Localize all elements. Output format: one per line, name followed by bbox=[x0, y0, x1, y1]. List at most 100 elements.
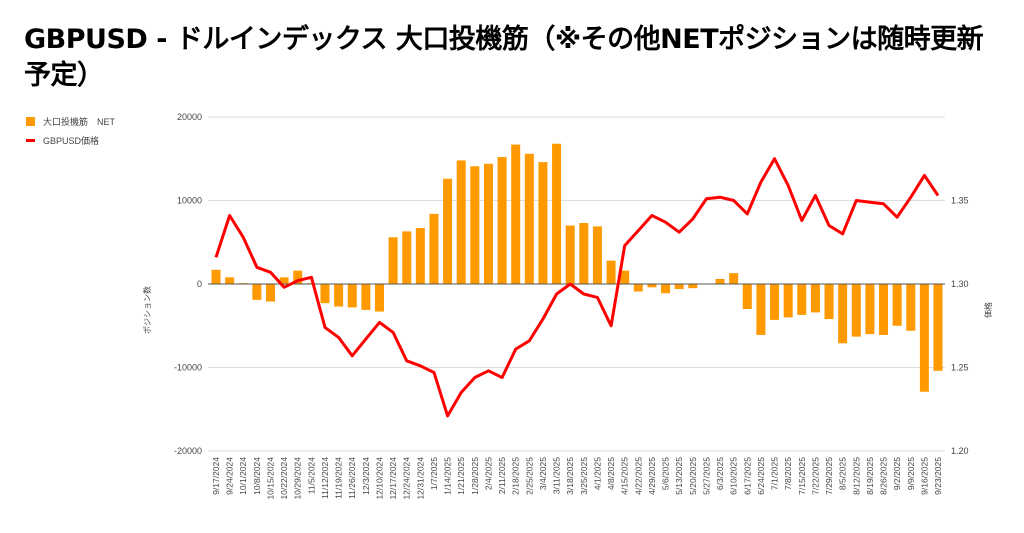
chart-title: GBPUSD - ドルインデックス 大口投機筋（※その他NETポジションは随時更… bbox=[24, 24, 984, 91]
bar-12/31/2024 bbox=[415, 228, 425, 284]
bar-5/20/2025 bbox=[688, 284, 698, 289]
bar-4/1/2025 bbox=[592, 226, 602, 284]
bar-11/19/2024 bbox=[334, 284, 344, 307]
x-tick-label: 11/26/2024 bbox=[347, 457, 357, 499]
x-tick-label: 11/12/2024 bbox=[320, 457, 330, 499]
bar-10/8/2024 bbox=[252, 284, 262, 300]
bar-2/11/2025 bbox=[497, 157, 507, 284]
line-swatch-icon bbox=[26, 139, 35, 142]
x-tick-label: 12/17/2024 bbox=[388, 457, 398, 500]
x-tick-label: 8/12/2025 bbox=[851, 457, 861, 495]
x-tick-label: 10/1/2024 bbox=[238, 457, 248, 495]
x-tick-label: 1/28/2025 bbox=[470, 457, 480, 495]
x-tick-label: 4/22/2025 bbox=[633, 457, 643, 495]
bar-4/15/2025 bbox=[620, 270, 630, 284]
bar-12/3/2024 bbox=[361, 284, 371, 310]
left-tick-label: -20000 bbox=[174, 446, 202, 456]
bar-6/10/2025 bbox=[729, 273, 739, 284]
x-tick-label: 12/31/2024 bbox=[415, 457, 425, 500]
x-tick-label: 8/5/2025 bbox=[838, 457, 848, 490]
bar-1/28/2025 bbox=[470, 166, 480, 284]
bar-5/6/2025 bbox=[661, 284, 671, 294]
x-tick-label: 7/22/2025 bbox=[810, 457, 820, 495]
bar-9/17/2024 bbox=[211, 269, 221, 284]
x-tick-label: 8/26/2025 bbox=[879, 457, 889, 495]
bar-6/24/2025 bbox=[756, 284, 766, 335]
left-tick-label: 10000 bbox=[177, 196, 202, 206]
x-tick-label: 12/3/2024 bbox=[361, 457, 371, 495]
x-tick-label: 2/25/2025 bbox=[524, 457, 534, 495]
x-tick-label: 8/19/2025 bbox=[865, 457, 875, 495]
bar-6/17/2025 bbox=[742, 284, 752, 310]
bar-4/29/2025 bbox=[647, 284, 657, 288]
bar-7/29/2025 bbox=[824, 284, 834, 320]
x-tick-label: 6/17/2025 bbox=[742, 457, 752, 495]
bar-2/4/2025 bbox=[483, 163, 493, 284]
x-tick-label: 10/22/2024 bbox=[279, 457, 289, 500]
x-tick-label: 10/15/2024 bbox=[265, 457, 275, 500]
legend-item-net[interactable]: 大口投機筋 NET bbox=[26, 112, 115, 131]
x-tick-label: 11/19/2024 bbox=[334, 457, 344, 499]
bar-10/29/2024 bbox=[293, 270, 303, 284]
x-tick-label: 3/25/2025 bbox=[579, 457, 589, 495]
x-tick-label: 11/5/2024 bbox=[306, 457, 316, 494]
bar-6/3/2025 bbox=[715, 278, 725, 284]
right-axis-title: 価格 bbox=[983, 302, 993, 318]
bar-9/16/2025 bbox=[919, 284, 929, 392]
x-tick-label: 4/29/2025 bbox=[647, 457, 657, 495]
right-tick-label: 1.25 bbox=[951, 363, 969, 373]
bar-8/19/2025 bbox=[865, 284, 875, 335]
left-tick-label: 20000 bbox=[177, 112, 202, 122]
x-tick-label: 10/8/2024 bbox=[252, 457, 262, 495]
bar-3/4/2025 bbox=[538, 162, 548, 284]
left-axis-title: ポジション数 bbox=[142, 286, 152, 334]
x-tick-label: 5/20/2025 bbox=[688, 457, 698, 495]
bar-2/18/2025 bbox=[511, 144, 521, 284]
x-tick-label: 12/10/2024 bbox=[374, 457, 384, 500]
x-tick-label: 4/15/2025 bbox=[620, 457, 630, 495]
x-tick-label: 2/11/2025 bbox=[497, 457, 507, 494]
bar-2/25/2025 bbox=[524, 153, 534, 284]
right-tick-label: 1.20 bbox=[951, 446, 969, 456]
x-tick-label: 9/24/2024 bbox=[225, 457, 235, 495]
x-tick-label: 4/1/2025 bbox=[592, 457, 602, 490]
x-tick-label: 3/4/2025 bbox=[538, 457, 548, 490]
x-tick-label: 6/3/2025 bbox=[715, 457, 725, 490]
x-tick-label: 6/24/2025 bbox=[756, 457, 766, 495]
bar-12/17/2024 bbox=[388, 237, 398, 284]
left-tick-label: -10000 bbox=[174, 363, 202, 373]
price-line bbox=[214, 157, 940, 418]
x-tick-label: 7/8/2025 bbox=[783, 457, 793, 490]
bar-10/22/2024 bbox=[279, 277, 289, 284]
bar-3/25/2025 bbox=[579, 223, 589, 284]
bar-swatch-icon bbox=[26, 117, 35, 126]
bar-7/1/2025 bbox=[770, 284, 780, 320]
x-tick-label: 12/24/2024 bbox=[402, 457, 412, 500]
x-tick-label: 9/23/2025 bbox=[933, 457, 943, 495]
x-tick-label: 9/17/2024 bbox=[211, 457, 221, 495]
x-tick-label: 9/2/2025 bbox=[892, 457, 902, 490]
bar-7/15/2025 bbox=[797, 284, 807, 315]
bar-1/7/2025 bbox=[429, 213, 439, 284]
x-tick-label: 7/1/2025 bbox=[770, 457, 780, 490]
legend-item-price[interactable]: GBPUSD価格 bbox=[26, 131, 115, 150]
bar-9/24/2024 bbox=[225, 277, 235, 284]
bar-4/22/2025 bbox=[633, 284, 643, 292]
right-tick-label: 1.35 bbox=[951, 196, 969, 206]
x-tick-label: 5/27/2025 bbox=[701, 457, 711, 495]
legend-label: GBPUSD価格 bbox=[43, 136, 100, 146]
x-tick-label: 3/11/2025 bbox=[552, 457, 562, 494]
legend-label: 大口投機筋 NET bbox=[43, 117, 116, 127]
x-tick-label: 5/13/2025 bbox=[674, 457, 684, 495]
x-tick-label: 5/6/2025 bbox=[661, 457, 671, 490]
bar-7/8/2025 bbox=[783, 284, 793, 318]
x-tick-label: 9/9/2025 bbox=[906, 457, 916, 490]
bar-11/26/2024 bbox=[347, 284, 357, 308]
x-tick-label: 4/8/2025 bbox=[606, 457, 616, 490]
x-tick-label: 1/14/2025 bbox=[443, 457, 453, 495]
bar-8/12/2025 bbox=[851, 284, 861, 337]
left-tick-label: 0 bbox=[197, 279, 202, 289]
bar-12/24/2024 bbox=[402, 231, 412, 284]
x-tick-label: 1/21/2025 bbox=[456, 457, 466, 495]
